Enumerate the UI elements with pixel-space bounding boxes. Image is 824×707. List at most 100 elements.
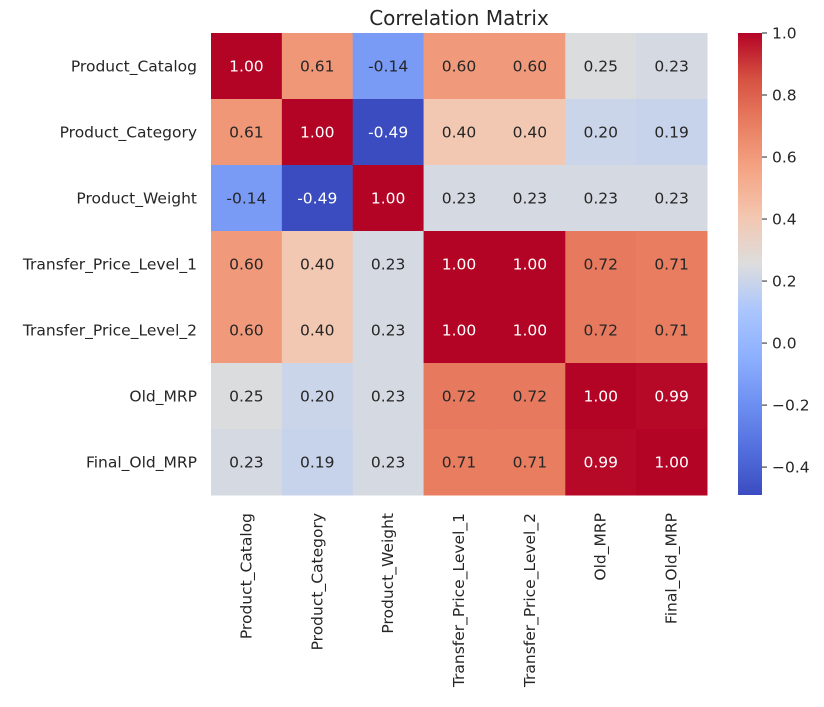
heatmap-cell-label: 0.23 <box>654 190 689 208</box>
heatmap-cell-label: 0.99 <box>654 388 689 406</box>
heatmap-cell-label: -0.49 <box>297 190 337 208</box>
colorbar-tick-label: 0.8 <box>772 87 797 105</box>
heatmap-cell <box>565 165 637 232</box>
heatmap-cell-label: 1.00 <box>513 322 548 340</box>
y-axis-tick-labels: Product_Catalog Product_Category Product_W… <box>22 58 197 473</box>
heatmap-cell-label: 1.00 <box>300 124 335 142</box>
y-axis-tick-label: Transfer_Price_Level_1 <box>22 256 197 275</box>
heatmap-cell-label: 0.99 <box>583 454 618 472</box>
x-axis-tick-label: Final_Old_MRP <box>663 513 682 624</box>
heatmap-cell-label: 1.00 <box>654 454 689 472</box>
heatmap-cell <box>211 165 283 232</box>
heatmap-cell <box>281 165 354 232</box>
heatmap-cell <box>636 429 708 496</box>
heatmap-cell-label: 0.61 <box>300 58 335 76</box>
heatmap-cell <box>565 363 637 430</box>
heatmap-cell-label: 0.72 <box>583 322 618 340</box>
heatmap-cell <box>281 297 354 364</box>
heatmap-cell-label: 0.40 <box>300 322 335 340</box>
heatmap-cell-label: 0.61 <box>229 124 264 142</box>
colorbar: 1.0 0.8 0.6 0.4 0.2 0.0 −0.2 −0.4 <box>738 25 810 495</box>
heatmap-cell <box>211 429 283 496</box>
heatmap-cell <box>636 297 708 364</box>
heatmap-cell-label: -0.49 <box>368 124 408 142</box>
heatmap-cell <box>281 99 354 166</box>
colorbar-tick-label: −0.2 <box>772 397 810 415</box>
heatmap-cell-label: 0.40 <box>300 256 335 274</box>
heatmap-cell <box>211 231 283 298</box>
heatmap-cell <box>352 165 425 232</box>
heatmap-cell <box>565 33 637 100</box>
heatmap-cell <box>494 165 566 232</box>
heatmap-cell-label: 0.60 <box>442 58 477 76</box>
x-axis-tick-label: Product_Weight <box>379 513 398 634</box>
heatmap-cell-label: -0.14 <box>226 190 266 208</box>
x-axis-tick-label: Old_MRP <box>592 513 611 581</box>
heatmap-cell-label: 0.71 <box>654 256 689 274</box>
heatmap-cell-label: 1.00 <box>229 58 264 76</box>
colorbar-tick-label: −0.4 <box>772 459 810 477</box>
heatmap-cell <box>352 99 425 166</box>
heatmap-cell <box>423 33 495 100</box>
heatmap-cell-label: 0.23 <box>371 322 406 340</box>
heatmap-cell-label: 0.40 <box>442 124 477 142</box>
colorbar-tick-label: 0.2 <box>772 273 797 291</box>
heatmap-cell-label: 0.25 <box>229 388 264 406</box>
heatmap-cell <box>281 231 354 298</box>
heatmap-cell-label: 0.23 <box>583 190 618 208</box>
heatmap-cell <box>494 297 566 364</box>
heatmap-cell <box>352 231 425 298</box>
heatmap-cell-label: 0.40 <box>513 124 548 142</box>
heatmap-cell <box>352 429 425 496</box>
heatmap-cell <box>494 363 566 430</box>
y-axis-tick-label: Product_Category <box>60 124 197 143</box>
heatmap-cell-label: 1.00 <box>583 388 618 406</box>
heatmap-cell <box>494 429 566 496</box>
heatmap-cell <box>636 99 708 166</box>
heatmap-cells <box>211 33 708 496</box>
heatmap-cell-label: 1.00 <box>513 256 548 274</box>
heatmap-cell <box>423 429 495 496</box>
heatmap-cell-label: 0.23 <box>654 58 689 76</box>
heatmap-cell <box>211 297 283 364</box>
heatmap-cell <box>211 33 283 100</box>
heatmap-cell <box>423 231 495 298</box>
heatmap-cell <box>423 363 495 430</box>
heatmap-cell-label: 0.19 <box>654 124 689 142</box>
heatmap-cell-label: 0.71 <box>513 454 548 472</box>
heatmap-cell <box>636 363 708 430</box>
heatmap-cell <box>211 99 283 166</box>
y-axis-tick-label: Product_Weight <box>76 190 197 209</box>
heatmap-cell-labels: 1.00 0.61 -0.14 0.60 0.60 0.25 0.23 0.61 1.00 -0.… <box>226 58 688 472</box>
heatmap-cell <box>494 33 566 100</box>
heatmap-cell-label: 0.71 <box>654 322 689 340</box>
heatmap-cell-label: 0.23 <box>371 388 406 406</box>
heatmap-cell <box>211 363 283 430</box>
heatmap-cell <box>281 429 354 496</box>
heatmap-cell <box>636 231 708 298</box>
heatmap-cell <box>281 363 354 430</box>
x-axis-tick-labels: Product_Catalog Product_Category Product_W… <box>237 513 681 688</box>
heatmap-cell-label: 0.23 <box>442 190 477 208</box>
heatmap-cell <box>494 231 566 298</box>
heatmap-cell <box>636 165 708 232</box>
heatmap-cell-label: 0.72 <box>513 388 548 406</box>
y-axis-tick-label: Transfer_Price_Level_2 <box>22 322 197 341</box>
heatmap-cell <box>352 363 425 430</box>
colorbar-tick-label: 1.0 <box>772 25 797 43</box>
heatmap-cell-label: 0.23 <box>371 454 406 472</box>
heatmap-cell-label: 0.60 <box>229 256 264 274</box>
colorbar-tick-label: 0.6 <box>772 149 797 167</box>
heatmap-cell-label: 0.23 <box>513 190 548 208</box>
chart-title: Correlation Matrix <box>369 6 549 30</box>
y-axis-tick-label: Final_Old_MRP <box>86 454 197 473</box>
heatmap-cell-label: 0.60 <box>229 322 264 340</box>
heatmap-cell-label: 0.19 <box>300 454 335 472</box>
colorbar-tick-label: 0.0 <box>772 335 797 353</box>
x-axis-tick-label: Transfer_Price_Level_1 <box>450 513 469 688</box>
heatmap-cell <box>281 33 354 100</box>
heatmap-cell <box>423 297 495 364</box>
heatmap-cell <box>565 297 637 364</box>
heatmap-cell-label: 1.00 <box>442 256 477 274</box>
